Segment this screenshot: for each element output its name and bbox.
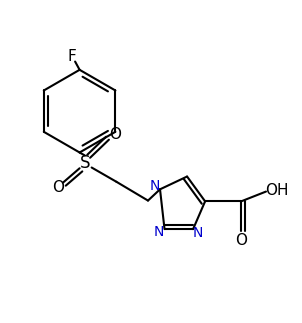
- Text: N: N: [149, 179, 160, 193]
- Text: OH: OH: [265, 182, 289, 198]
- Text: O: O: [109, 127, 121, 142]
- Text: F: F: [68, 49, 76, 64]
- Text: S: S: [80, 154, 90, 172]
- Text: O: O: [235, 233, 247, 248]
- Text: N: N: [154, 225, 165, 239]
- Text: N: N: [192, 226, 203, 240]
- Text: O: O: [53, 180, 65, 194]
